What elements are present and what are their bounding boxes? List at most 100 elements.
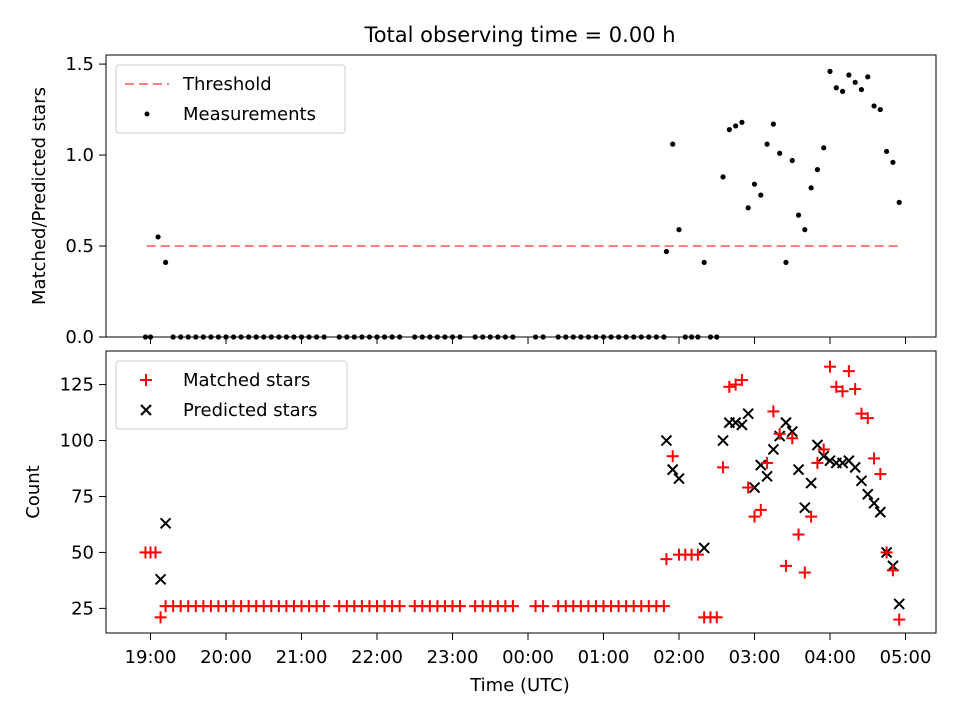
x-tick-label: 02:00 xyxy=(653,647,705,668)
matched-point xyxy=(710,611,723,624)
matched-point xyxy=(454,600,467,613)
matched-point xyxy=(742,481,755,494)
measurement-point xyxy=(745,205,751,211)
measurement-point xyxy=(751,181,758,187)
predicted-point xyxy=(836,457,849,469)
top-legend: Threshold Measurements xyxy=(115,64,346,134)
measurement-point xyxy=(871,103,877,109)
predicted-point xyxy=(805,477,817,489)
predicted-point xyxy=(893,598,905,610)
legend-predicted-swatch xyxy=(140,404,152,416)
bottom-y-ticks: 25 50 75 100 125 xyxy=(60,375,106,619)
matched-point xyxy=(773,427,786,440)
bottom-y-tick-label: 25 xyxy=(71,598,94,619)
top-y-tick-label: 1.0 xyxy=(65,145,94,166)
matched-point xyxy=(717,461,730,474)
matched-point xyxy=(660,553,673,566)
bottom-y-tick-label: 75 xyxy=(71,486,94,507)
predicted-point xyxy=(761,470,773,483)
matched-points xyxy=(139,360,906,626)
matched-point xyxy=(824,360,836,373)
predicted-point xyxy=(742,407,754,420)
x-tick-label: 19:00 xyxy=(125,647,177,668)
x-tick-label: 21:00 xyxy=(276,647,328,668)
matched-point xyxy=(393,600,406,613)
top-panel: 0.0 0.5 1.0 1.5 Matched/Predicted stars Thr… xyxy=(29,54,937,348)
x-tick-label: 23:00 xyxy=(427,647,479,668)
measurement-point xyxy=(890,159,896,165)
measurement-point xyxy=(670,141,676,147)
measurement-point xyxy=(663,248,670,255)
legend-matched-swatch xyxy=(140,374,152,386)
legend-predicted-label: Predicted stars xyxy=(183,400,317,421)
predicted-point xyxy=(811,439,824,451)
matched-point xyxy=(318,600,331,613)
measurement-point xyxy=(858,86,865,93)
predicted-point xyxy=(736,419,748,431)
top-y-ticks: 0.0 0.5 1.0 1.5 xyxy=(65,54,106,348)
measurement-point xyxy=(726,126,732,133)
matched-point xyxy=(154,611,167,624)
predicted-point xyxy=(660,434,673,447)
matched-point xyxy=(798,566,811,579)
predicted-point xyxy=(755,459,767,471)
x-tick-label: 20:00 xyxy=(200,647,252,668)
x-tick-label: 00:00 xyxy=(502,647,554,668)
top-legend-box xyxy=(115,64,346,134)
measurement-point xyxy=(783,259,789,266)
matched-point xyxy=(723,380,736,393)
bottom-axes-frame xyxy=(105,350,937,634)
predicted-point xyxy=(874,506,887,518)
predicted-point xyxy=(862,488,874,500)
top-y-tick-label: 0.5 xyxy=(65,236,94,257)
matched-point xyxy=(506,600,519,613)
legend-measurements-swatch xyxy=(144,111,150,117)
matched-point xyxy=(761,456,774,469)
matched-point xyxy=(805,510,818,523)
measurement-point xyxy=(764,141,770,147)
measurement-point xyxy=(758,192,764,198)
chart-title: Total observing time = 0.00 h xyxy=(363,23,675,47)
predicted-point xyxy=(154,573,167,585)
matched-point xyxy=(861,412,874,425)
matched-point xyxy=(666,450,679,463)
predicted-point xyxy=(667,463,679,476)
predicted-point xyxy=(786,425,798,438)
matched-point xyxy=(657,600,670,613)
matched-point xyxy=(817,443,830,456)
measurement-point xyxy=(155,234,161,240)
predicted-point xyxy=(673,472,685,485)
measurement-point xyxy=(739,119,745,125)
predicted-point xyxy=(849,461,861,474)
predicted-point xyxy=(824,454,836,467)
bottom-legend-box xyxy=(115,360,348,430)
matched-point xyxy=(880,546,893,559)
measurement-point xyxy=(827,68,833,74)
x-tick-label: 05:00 xyxy=(880,647,932,668)
matched-point xyxy=(537,600,550,613)
matched-point xyxy=(855,407,868,420)
bottom-y-tick-label: 125 xyxy=(60,375,94,396)
predicted-point xyxy=(767,443,780,456)
legend-matched-label: Matched stars xyxy=(183,370,310,391)
matched-point xyxy=(792,528,805,541)
matched-point xyxy=(842,365,855,378)
measurement-point xyxy=(789,157,795,164)
measurement-point xyxy=(795,212,802,218)
predicted-point xyxy=(818,450,830,462)
measurement-point xyxy=(733,123,739,129)
bottom-y-tick-label: 50 xyxy=(71,542,94,563)
top-y-tick-label: 0.0 xyxy=(65,327,94,348)
matched-point xyxy=(868,452,881,465)
matched-point xyxy=(767,405,780,418)
matched-point xyxy=(893,613,906,626)
matched-point xyxy=(830,380,843,393)
predicted-point xyxy=(855,475,868,487)
measurement-point xyxy=(814,167,821,173)
matched-point xyxy=(748,510,761,523)
measurement-point xyxy=(720,174,726,180)
legend-threshold-label: Threshold xyxy=(182,74,272,95)
matched-point xyxy=(779,559,792,572)
predicted-point xyxy=(799,501,811,514)
